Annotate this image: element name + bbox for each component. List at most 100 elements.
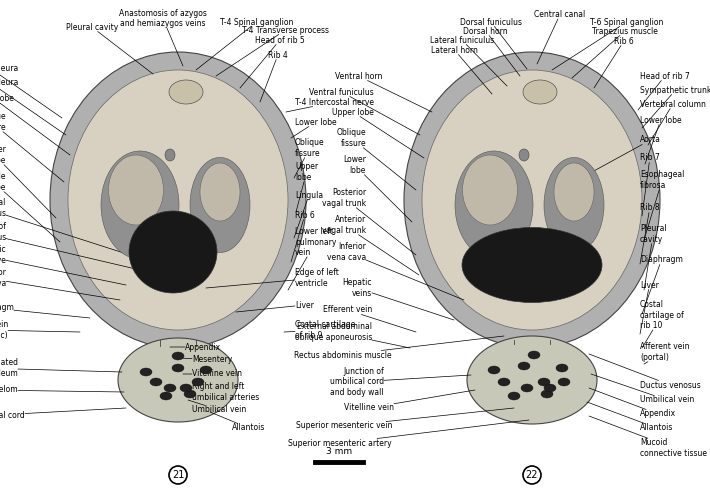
Text: Oblique
fissure: Oblique fissure [0,112,64,182]
Text: T-4 Spinal ganglion: T-4 Spinal ganglion [196,18,293,70]
Text: Vitelline vein: Vitelline vein [344,390,475,412]
Text: Lateral horn: Lateral horn [431,46,492,94]
Text: Efferent vein
(hepatic): Efferent vein (hepatic) [0,320,80,340]
Ellipse shape [518,362,530,370]
Text: Central canal: Central canal [535,10,586,64]
Text: Visceral pleura: Visceral pleura [0,78,66,135]
Text: Rib 4: Rib 4 [260,51,288,102]
Text: Oblique
fissure: Oblique fissure [294,138,324,178]
Text: Hepatic
veins: Hepatic veins [342,278,454,320]
Text: Sympathetic trunk: Sympathetic trunk [640,85,710,128]
Text: Rib 8: Rib 8 [640,203,660,264]
Text: Costal cartilage
of rib 9: Costal cartilage of rib 9 [284,320,356,340]
Ellipse shape [404,52,660,348]
Text: Umbilical vein: Umbilical vein [188,400,246,414]
Text: 22: 22 [525,470,538,480]
Text: 21: 21 [172,470,184,480]
Ellipse shape [172,364,184,372]
Text: Vertebral column: Vertebral column [640,100,706,145]
Text: Edge of left
ventricle: Edge of left ventricle [206,268,339,288]
Text: Mucoid
connective tissue: Mucoid connective tissue [589,416,707,458]
Text: Inferior
vena cava: Inferior vena cava [327,242,464,300]
Ellipse shape [192,378,204,386]
Text: Mesentery: Mesentery [181,355,232,364]
Ellipse shape [544,384,556,392]
Ellipse shape [498,378,510,386]
Text: Diaphragm: Diaphragm [0,303,90,318]
Text: Rib 6: Rib 6 [291,211,315,262]
Ellipse shape [523,80,557,104]
Text: Costal
cartilage of
rib 10: Costal cartilage of rib 10 [640,300,684,348]
Ellipse shape [129,211,217,293]
Text: Upper lobe: Upper lobe [0,93,70,155]
Ellipse shape [101,151,179,259]
Text: Middle
lobe: Middle lobe [0,172,60,242]
Text: Lower
lobe: Lower lobe [343,155,412,222]
Text: Umbilical cord: Umbilical cord [0,408,126,419]
Ellipse shape [521,384,533,392]
Ellipse shape [184,390,196,398]
Ellipse shape [538,378,550,386]
Ellipse shape [541,390,553,398]
Text: Umbilical vein: Umbilical vein [591,374,694,405]
Text: Afferent vein
(portal): Afferent vein (portal) [640,342,689,364]
Text: Esophageal
plexus: Esophageal plexus [0,198,130,255]
Text: Ventral funiculus: Ventral funiculus [310,87,420,135]
Ellipse shape [200,163,240,221]
Ellipse shape [519,149,529,161]
Text: Right and left
umbilical arteries: Right and left umbilical arteries [186,382,259,402]
Ellipse shape [488,366,500,374]
Text: Upper lobe: Upper lobe [332,108,424,158]
Text: T-4 Transverse process: T-4 Transverse process [216,26,329,76]
Ellipse shape [150,378,162,386]
Ellipse shape [544,158,604,252]
Bar [514,340,550,344]
Ellipse shape [118,338,238,422]
Text: Herniated
jeiunum and ileum: Herniated jeiunum and ileum [0,358,122,378]
Text: Lateral funiculus: Lateral funiculus [430,35,507,86]
Ellipse shape [50,52,306,348]
Ellipse shape [169,80,203,104]
Text: Anastomosis of azygos
and hemiazygos veins: Anastomosis of azygos and hemiazygos vei… [119,9,207,66]
Text: T-4 Intercostal nerve: T-4 Intercostal nerve [286,98,374,112]
Ellipse shape [190,158,250,252]
Ellipse shape [140,368,152,376]
Text: Trapezius muscle: Trapezius muscle [572,27,658,78]
Text: Posterior
vagal trunk: Posterior vagal trunk [322,189,416,255]
Text: Rib 7: Rib 7 [640,154,660,216]
Bar [160,340,196,346]
Text: Aorta: Aorta [550,136,661,195]
Text: Esophageal
fibrosa: Esophageal fibrosa [640,170,684,240]
Text: Oblique
fissure: Oblique fissure [337,128,416,190]
Text: Diaphragm: Diaphragm [640,255,683,314]
Ellipse shape [109,155,163,225]
Ellipse shape [462,227,602,302]
Ellipse shape [180,384,192,392]
Text: Lower
lobe: Lower lobe [0,145,56,218]
Ellipse shape [164,384,176,392]
Ellipse shape [422,70,642,330]
Text: Anterior
vagal trunk: Anterior vagal trunk [322,215,419,275]
Text: Lower lobe: Lower lobe [640,115,682,164]
Text: Lower lobe: Lower lobe [291,117,337,138]
Ellipse shape [160,392,172,400]
Ellipse shape [200,366,212,374]
Text: Dorsal funiculus: Dorsal funiculus [460,18,527,69]
Text: Pleural cavity: Pleural cavity [66,23,153,74]
Text: Head of rib 5: Head of rib 5 [240,35,305,88]
Text: External abdominal
oblique aponeurosis: External abdominal oblique aponeurosis [295,322,410,348]
Ellipse shape [558,378,570,386]
Text: Junction of
umbilical cord
and body wall: Junction of umbilical cord and body wall [330,367,471,397]
Text: Lingula: Lingula [294,191,323,238]
Text: Rectus abdominis muscle: Rectus abdominis muscle [295,336,504,359]
Text: Vitelline vein: Vitelline vein [183,370,242,379]
Ellipse shape [467,336,597,424]
Text: Upper
lobe: Upper lobe [295,163,318,212]
Ellipse shape [462,155,518,225]
Text: Right phrenic
nerve: Right phrenic nerve [0,246,126,285]
Text: Inferior
vena cava: Inferior vena cava [0,268,120,300]
Text: Parietal pleura: Parietal pleura [0,63,62,118]
Text: Edge of
coronary sinus: Edge of coronary sinus [0,222,140,270]
Ellipse shape [172,352,184,360]
Text: Appendix: Appendix [589,388,676,418]
